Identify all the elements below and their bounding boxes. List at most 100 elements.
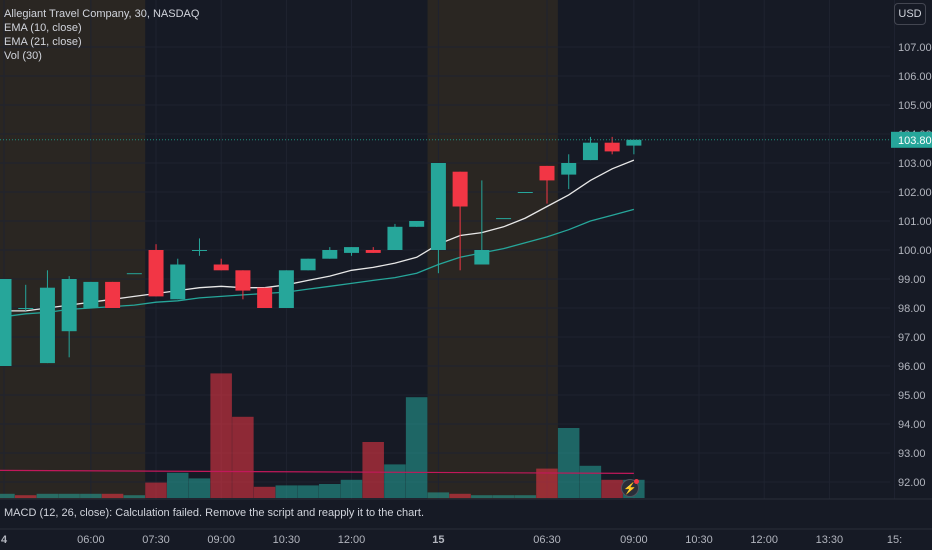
candle-body — [126, 273, 142, 275]
candle — [39, 270, 55, 364]
price-tick-label: 98.00 — [898, 303, 926, 315]
ema10-legend[interactable]: EMA (10, close) — [4, 22, 82, 34]
candle-body — [604, 142, 620, 152]
volume-bar — [297, 485, 319, 498]
candle-body — [213, 264, 229, 271]
volume-bar — [319, 484, 341, 498]
volume-bar — [362, 442, 384, 498]
candle — [474, 180, 490, 265]
ema21-legend[interactable]: EMA (21, close) — [4, 36, 82, 48]
volume-bar — [427, 492, 450, 498]
candle-body — [344, 247, 360, 253]
candle-body — [561, 163, 577, 175]
candle-body — [83, 281, 99, 308]
candle — [83, 281, 99, 308]
current-price-label: 103.80 — [898, 135, 932, 147]
candle — [452, 171, 468, 271]
candle-body — [105, 281, 121, 308]
symbol-title[interactable]: Allegiant Travel Company, 30, NASDAQ — [4, 8, 200, 20]
volume-bar — [166, 472, 189, 498]
price-tick-label: 101.00 — [898, 216, 932, 228]
candle-body — [278, 270, 294, 308]
candle — [626, 139, 642, 155]
candle-body — [430, 163, 446, 250]
volume-bar — [123, 495, 146, 498]
price-tick-label: 95.00 — [898, 390, 926, 402]
volume-bar — [275, 485, 298, 498]
time-tick-label: 13:30 — [816, 534, 844, 546]
volume-legend[interactable]: Vol (30) — [4, 50, 42, 62]
time-tick-label: 4 — [1, 534, 8, 546]
candle-body — [300, 258, 316, 271]
time-tick-label: 06:00 — [77, 534, 105, 546]
time-tick-label: 15 — [432, 534, 444, 546]
candle — [213, 258, 229, 271]
volume-bar — [514, 495, 536, 498]
volume-bar — [253, 486, 276, 498]
price-tick-label: 94.00 — [898, 419, 926, 431]
price-tick-label: 102.00 — [898, 187, 932, 199]
time-tick-label: 06:30 — [533, 534, 561, 546]
price-tick-label: 96.00 — [898, 361, 926, 373]
price-axis[interactable]: 107.00106.00105.00104.00103.00102.00101.… — [891, 42, 932, 489]
candle — [170, 258, 186, 300]
candle — [496, 218, 512, 220]
chart-legend: Allegiant Travel Company, 30, NASDAQ EMA… — [4, 7, 199, 63]
price-tick-label: 99.00 — [898, 274, 926, 286]
volume-bar — [405, 397, 428, 498]
time-tick-label: 15: — [887, 534, 902, 546]
candle-body — [18, 308, 34, 309]
candle — [300, 258, 316, 271]
candle — [126, 273, 142, 275]
time-tick-label: 10:30 — [273, 534, 301, 546]
volume-bar — [210, 373, 232, 498]
current-price-tag — [891, 131, 932, 148]
candle-body — [626, 139, 642, 146]
candle — [539, 165, 555, 204]
volume-bar — [579, 465, 602, 498]
price-tick-label: 105.00 — [898, 100, 932, 112]
time-tick-label: 12:00 — [750, 534, 778, 546]
lightning-icon[interactable]: ⚡ — [621, 479, 639, 497]
volume-bar — [36, 493, 59, 498]
time-tick-label: 09:00 — [620, 534, 648, 546]
candle — [387, 223, 403, 250]
candle-body — [322, 250, 338, 259]
candle-body — [517, 192, 533, 193]
alert-dot-icon — [634, 479, 639, 484]
candle-body — [170, 264, 186, 300]
volume-bar — [58, 493, 80, 498]
candlesticks — [0, 136, 642, 366]
time-tick-label: 10:30 — [685, 534, 713, 546]
candle — [61, 276, 77, 358]
candle-body — [387, 226, 403, 250]
volume-bar — [0, 493, 15, 498]
candle — [18, 284, 34, 311]
candle-body — [235, 270, 251, 291]
volume-bar — [601, 479, 623, 498]
volume-bar — [145, 482, 167, 498]
candle — [344, 247, 360, 256]
price-tick-label: 107.00 — [898, 42, 932, 54]
volume-bar — [101, 493, 124, 498]
price-tick-label: 92.00 — [898, 477, 926, 489]
currency-button[interactable]: USD — [894, 3, 926, 25]
volume-bar — [384, 464, 406, 498]
time-tick-label: 09:00 — [207, 534, 235, 546]
volume-bar — [557, 428, 580, 498]
volume-bar — [340, 479, 363, 498]
candle — [257, 287, 273, 308]
candle — [191, 238, 207, 256]
volume-bar — [188, 478, 211, 498]
price-tick-label: 103.00 — [898, 158, 932, 170]
price-tick-label: 106.00 — [898, 71, 932, 83]
volume-bar — [449, 493, 471, 498]
volume-bars — [0, 373, 645, 498]
time-axis[interactable]: 4 06:00 07:30 09:00 10:30 12:00 15 06:30 09:00 10… — [1, 534, 902, 546]
candle-body — [452, 171, 468, 207]
volume-bar — [232, 416, 254, 498]
price-tick-label: 93.00 — [898, 448, 926, 460]
candle — [278, 270, 294, 308]
candle-body — [148, 250, 164, 297]
